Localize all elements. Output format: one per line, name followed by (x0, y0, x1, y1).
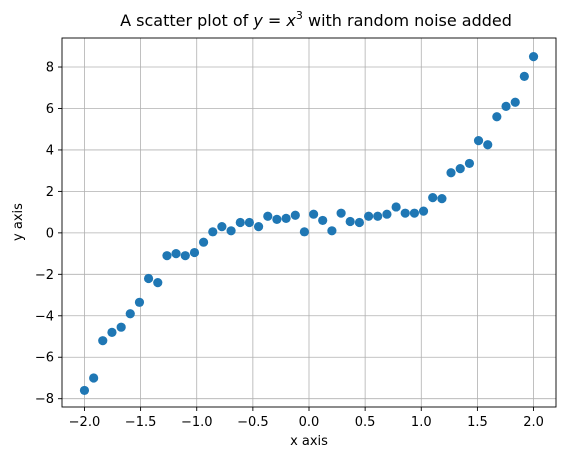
title-prefix: A scatter plot of (120, 11, 253, 30)
y-tick-label: −2 (35, 268, 54, 283)
scatter-point (418, 206, 429, 216)
scatter-point (125, 309, 135, 319)
title-lhs: y (252, 11, 263, 30)
scatter-point (272, 214, 282, 224)
scatter-point (382, 209, 392, 219)
scatter-point (318, 215, 328, 226)
y-tick-label: 6 (46, 102, 54, 117)
scatter-point (98, 336, 108, 346)
y-tick-label: −4 (35, 309, 54, 324)
y-tick-label: 4 (46, 143, 54, 158)
title-eq: = (263, 11, 287, 30)
scatter-point (198, 237, 209, 247)
scatter-point (153, 278, 163, 288)
scatter-point (437, 194, 447, 204)
scatter-point (528, 52, 539, 62)
scatter-point (180, 251, 190, 261)
scatter-point (327, 226, 337, 236)
scatter-point (263, 211, 273, 221)
x-tick-label: 2.0 (523, 415, 544, 430)
x-tick-label: 1.5 (467, 415, 488, 430)
scatter-point (107, 327, 117, 337)
scatter-point (253, 222, 264, 232)
scatter-point (116, 322, 126, 332)
y-tick-label: 0 (46, 226, 54, 241)
title-base: x (285, 11, 296, 30)
scatter-point (400, 208, 410, 218)
scatter-point (162, 251, 172, 261)
scatter-point (464, 158, 475, 169)
y-tick-label: −6 (35, 351, 54, 366)
x-tick-label: 0.5 (355, 415, 376, 430)
scatter-point (208, 227, 218, 237)
y-axis-label: y axis (11, 203, 26, 241)
scatter-point (428, 193, 438, 203)
axis-ticks: −2.0 −1.5 −1.0 −0.5 0.0 0.5 1.0 1.5 2.0 −8 −6 −4 −2 0… (35, 61, 544, 430)
scatter-point (373, 211, 383, 221)
scatter-point (189, 247, 200, 258)
scatter-point (455, 164, 465, 174)
title-suffix: with random noise added (303, 11, 512, 30)
scatter-point (89, 373, 99, 383)
scatter-point (510, 97, 520, 107)
grid-lines (62, 38, 556, 407)
scatter-point (244, 217, 254, 228)
scatter-point (299, 227, 309, 237)
data-points (79, 52, 539, 396)
scatter-point (79, 385, 90, 396)
scatter-point (354, 217, 365, 228)
scatter-point (483, 140, 493, 150)
chart-title: A scatter plot of y = x3 with random noi… (120, 9, 512, 30)
x-tick-label: 0.0 (299, 415, 320, 430)
scatter-point (309, 209, 319, 219)
x-tick-label: −1.5 (125, 415, 157, 430)
scatter-point (364, 211, 374, 221)
x-tick-label: 1.0 (411, 415, 432, 430)
title-exponent: 3 (296, 9, 303, 22)
y-tick-label: −8 (35, 392, 54, 407)
scatter-point (336, 208, 346, 218)
scatter-point (134, 297, 145, 307)
scatter-point (217, 222, 227, 232)
scatter-point (171, 248, 181, 259)
scatter-point (492, 112, 502, 122)
x-axis-label: x axis (290, 434, 328, 449)
scatter-point (501, 101, 511, 112)
x-tick-label: −2.0 (69, 415, 101, 430)
x-tick-label: −0.5 (237, 415, 269, 430)
y-tick-label: 2 (46, 185, 54, 200)
scatter-point (281, 213, 291, 223)
scatter-point (290, 210, 300, 220)
scatter-point (345, 216, 355, 227)
scatter-point (409, 208, 420, 218)
x-tick-label: −1.0 (181, 415, 213, 430)
scatter-point (519, 71, 529, 81)
scatter-point (226, 226, 236, 236)
scatter-point (473, 136, 484, 146)
y-tick-label: 8 (46, 61, 54, 76)
scatter-point (143, 273, 154, 284)
scatter-point (235, 217, 245, 228)
plot-frame (61, 37, 557, 408)
scatter-point (391, 202, 401, 212)
scatter-point (446, 168, 456, 178)
